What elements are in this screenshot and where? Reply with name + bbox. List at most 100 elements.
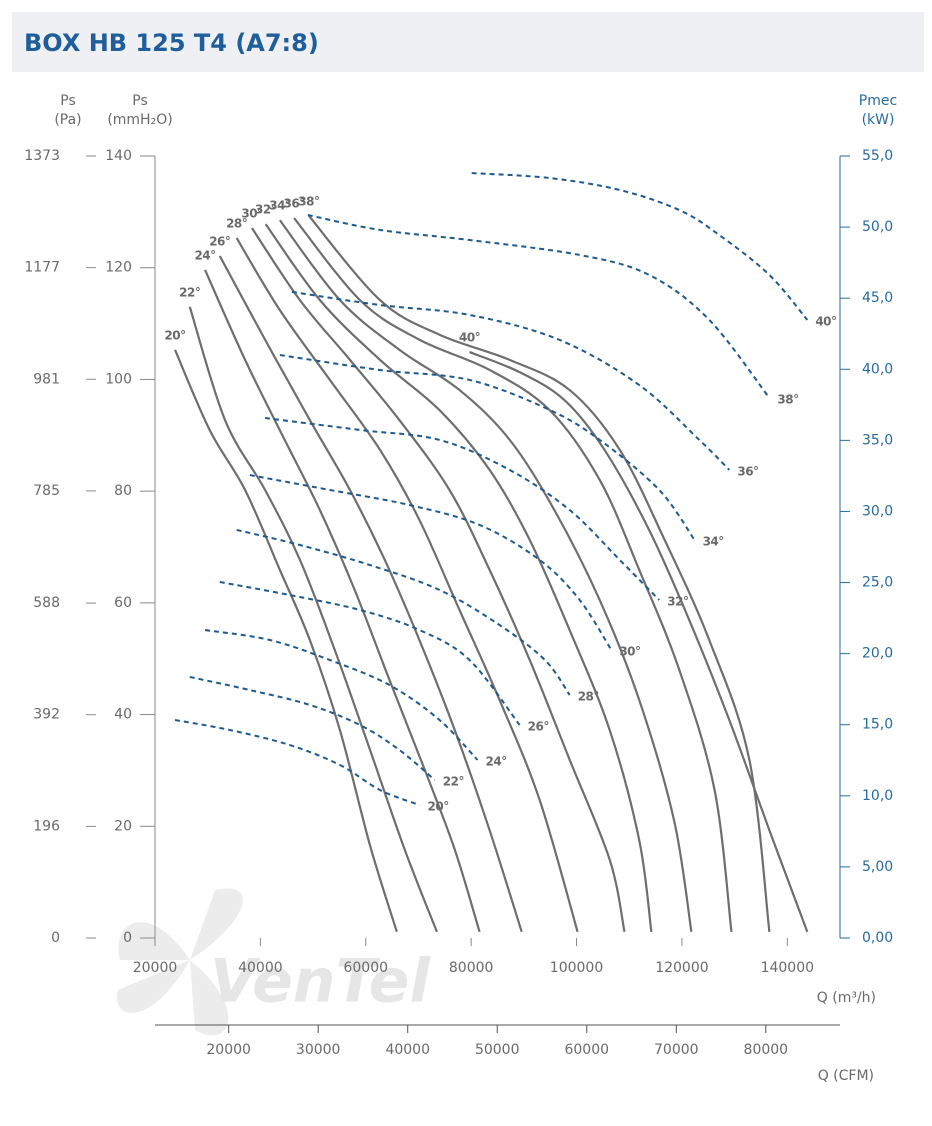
- y-pa-tick-label: 1177: [24, 260, 60, 276]
- x-tick-label: 40000: [238, 960, 283, 976]
- y-pa-tick-label: 588: [33, 595, 60, 611]
- y-tick-label: 40: [114, 707, 132, 723]
- y-title: Ps: [132, 93, 148, 109]
- pressure-curve: [279, 219, 693, 933]
- pressure-curve-label: 34°: [269, 199, 290, 213]
- power-curve: [236, 528, 571, 696]
- pressure-curve: [264, 223, 653, 933]
- power-curve: [291, 290, 731, 471]
- pressure-curve-label: 30°: [241, 207, 262, 221]
- x2-tick-label: 30000: [296, 1042, 341, 1058]
- x2-tick-label: 20000: [206, 1042, 251, 1058]
- watermark: VenTel: [210, 947, 431, 1017]
- x-tick-label: 20000: [133, 960, 178, 976]
- pressure-curve-label: 20°: [164, 328, 185, 342]
- pressure-curve: [218, 255, 523, 933]
- power-curve: [174, 719, 420, 806]
- x-tick-label: 100000: [550, 960, 603, 976]
- chart-title: BOX HB 125 T4 (A7:8): [24, 29, 319, 57]
- y2-tick-label: 25,0: [862, 575, 893, 591]
- y2-tick-label: 40,0: [862, 361, 893, 377]
- y-tick-label: 60: [114, 595, 132, 611]
- pressure-curve: [308, 215, 771, 932]
- pressure-curve-label: 24°: [194, 248, 215, 262]
- pressure-curve: [188, 306, 438, 933]
- power-curve-label: 36°: [737, 464, 758, 478]
- pressure-curve-label: 38°: [298, 194, 319, 208]
- x-tick-label: 80000: [449, 960, 494, 976]
- power-curve-label: 40°: [815, 314, 836, 328]
- y-pa-title: Ps: [60, 93, 76, 109]
- power-curve: [219, 580, 521, 726]
- y-pa-tick-label: 981: [33, 371, 60, 387]
- y2-tick-label: 5,00: [862, 859, 893, 875]
- y-tick-label: 100: [105, 371, 132, 387]
- pressure-curve: [204, 269, 481, 933]
- x-tick-label: 60000: [343, 960, 388, 976]
- curves: 20°22°24°26°28°30°32°34°36°38°40°20°22°2…: [164, 172, 837, 933]
- y-tick-label: 120: [105, 260, 132, 276]
- x-tick-label: 140000: [761, 960, 814, 976]
- power-curve-label: 24°: [485, 754, 506, 768]
- pressure-curve: [251, 227, 626, 933]
- power-curve: [279, 354, 696, 541]
- power-curve-label: 32°: [667, 595, 688, 609]
- y2-tick-label: 10,0: [862, 788, 893, 804]
- y-tick-label: 140: [105, 148, 132, 164]
- pressure-curve-label: 40°: [459, 331, 480, 345]
- y-title: (mmH₂O): [107, 112, 172, 128]
- power-curve-label: 20°: [428, 800, 449, 814]
- y-tick-label: 0: [123, 930, 132, 946]
- y-pa-tick-label: 785: [33, 483, 60, 499]
- power-curve-label: 22°: [443, 775, 464, 789]
- y-pa-tick-label: 1373: [24, 148, 60, 164]
- y2-title: (kW): [862, 112, 895, 128]
- watermark-fan: [116, 888, 243, 1036]
- pressure-curve-label: 36°: [284, 197, 305, 211]
- y2-tick-label: 30,0: [862, 503, 893, 519]
- power-curve-label: 26°: [528, 720, 549, 734]
- pressure-curve: [293, 217, 733, 932]
- x-tick-label: 120000: [655, 960, 708, 976]
- title-bar: [12, 12, 924, 72]
- x-title: Q (m³/h): [817, 990, 876, 1006]
- y2-title: Pmec: [859, 93, 897, 109]
- axes: Ps(Pa)Ps(mmH₂O)Pmec(kW)Q (m³/h)Q (CFM)02…: [24, 93, 897, 1084]
- y-pa-title: (Pa): [54, 112, 81, 128]
- y-tick-label: 80: [114, 483, 132, 499]
- x2-tick-label: 50000: [475, 1042, 520, 1058]
- y-pa-tick-label: 196: [33, 818, 60, 834]
- y2-tick-label: 45,0: [862, 290, 893, 306]
- power-curve: [204, 629, 479, 761]
- y-tick-label: 20: [114, 818, 132, 834]
- y2-tick-label: 50,0: [862, 219, 893, 235]
- y2-tick-label: 55,0: [862, 148, 893, 164]
- pressure-curve-label: 22°: [179, 285, 200, 299]
- pressure-curve-label: 32°: [255, 203, 276, 217]
- power-curve-label: 38°: [777, 392, 798, 406]
- y2-tick-label: 20,0: [862, 646, 893, 662]
- pressure-curve-label: 26°: [209, 234, 230, 248]
- pressure-curve: [235, 237, 579, 933]
- power-curve: [249, 474, 613, 651]
- x2-title: Q (CFM): [818, 1068, 874, 1084]
- pressure-curve-label: 28°: [226, 217, 247, 231]
- power-curve: [307, 214, 771, 399]
- power-curve-label: 34°: [703, 535, 724, 549]
- pressure-curve: [469, 351, 809, 933]
- power-curve-label: 30°: [619, 644, 640, 658]
- y-pa-tick-label: 392: [33, 707, 60, 723]
- power-curve-label: 28°: [578, 690, 599, 704]
- y-pa-tick-label: 0: [51, 930, 60, 946]
- y2-tick-label: 0,00: [862, 930, 893, 946]
- power-curve: [265, 417, 660, 601]
- y2-tick-label: 35,0: [862, 432, 893, 448]
- x2-tick-label: 60000: [564, 1042, 609, 1058]
- x2-tick-label: 80000: [744, 1042, 789, 1058]
- pressure-curve: [174, 349, 398, 933]
- x2-tick-label: 40000: [385, 1042, 430, 1058]
- power-curve: [189, 675, 436, 781]
- y2-tick-label: 15,0: [862, 717, 893, 733]
- x2-tick-label: 70000: [654, 1042, 699, 1058]
